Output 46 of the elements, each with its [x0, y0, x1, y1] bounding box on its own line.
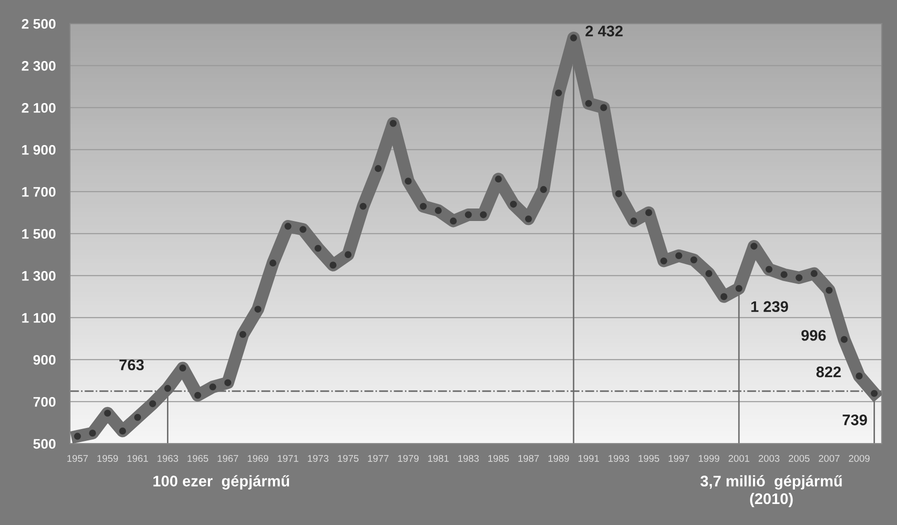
x-tick-label: 1965	[188, 454, 208, 462]
x-tick-label: 1971	[278, 454, 298, 462]
x-tick-label: 1959	[97, 454, 118, 462]
data-label: 1 239	[751, 301, 788, 312]
y-tick-label: 700	[34, 396, 56, 407]
x-tick-label: 1981	[428, 454, 449, 462]
x-tick-label: 1977	[368, 454, 388, 462]
y-tick-label: 1 100	[22, 312, 56, 323]
x-tick-label: 1991	[578, 454, 599, 462]
data-label: 996	[801, 330, 826, 341]
x-tick-label: 1961	[128, 454, 148, 462]
x-tick-label: 1995	[638, 454, 660, 462]
y-tick-label: 900	[33, 354, 56, 365]
y-tick-label: 1 900	[22, 144, 56, 155]
x-tick-label: 1983	[458, 454, 479, 462]
y-tick-label: 2 500	[22, 18, 56, 29]
data-label: 822	[816, 366, 841, 378]
x-tick-label: 2003	[758, 454, 780, 462]
x-tick-label: 1967	[218, 454, 238, 462]
x-tick-label: 2007	[818, 454, 840, 462]
x-tick-label: 1997	[668, 454, 690, 462]
data-label: 2 432	[586, 26, 623, 36]
data-label: 739	[842, 414, 867, 426]
text: 100 ezer gépjármű	[153, 475, 290, 490]
y-tick-label: 1 700	[22, 186, 56, 197]
x-tick-label: 1993	[608, 454, 630, 462]
x-tick-label: 2001	[728, 454, 750, 462]
x-tick-label: 2005	[788, 454, 810, 462]
y-tick-label: 500	[33, 438, 56, 449]
x-tick-label: 1985	[488, 454, 509, 462]
x-tick-label: 1999	[698, 454, 720, 462]
x-tick-label: 2009	[848, 454, 870, 462]
x-tick-label: 1979	[398, 454, 419, 462]
y-tick-label: 2 100	[22, 102, 56, 113]
x-tick-label: 1987	[518, 454, 539, 462]
data-label: 763	[119, 359, 144, 370]
x-tick-label: 1989	[548, 454, 569, 462]
x-tick-label: 1975	[338, 454, 358, 462]
x-tick-label: 1973	[308, 454, 328, 462]
y-tick-label: 1 500	[22, 228, 56, 239]
y-tick-label: 1 300	[22, 270, 56, 281]
x-tick-label: 1957	[67, 454, 88, 462]
y-tick-label: 2 300	[22, 60, 56, 71]
x-tick-label: 1963	[158, 454, 178, 462]
x-tick-label: 1969	[248, 454, 268, 462]
text: 3,7 millió gépjármű (2010)	[700, 475, 842, 508]
